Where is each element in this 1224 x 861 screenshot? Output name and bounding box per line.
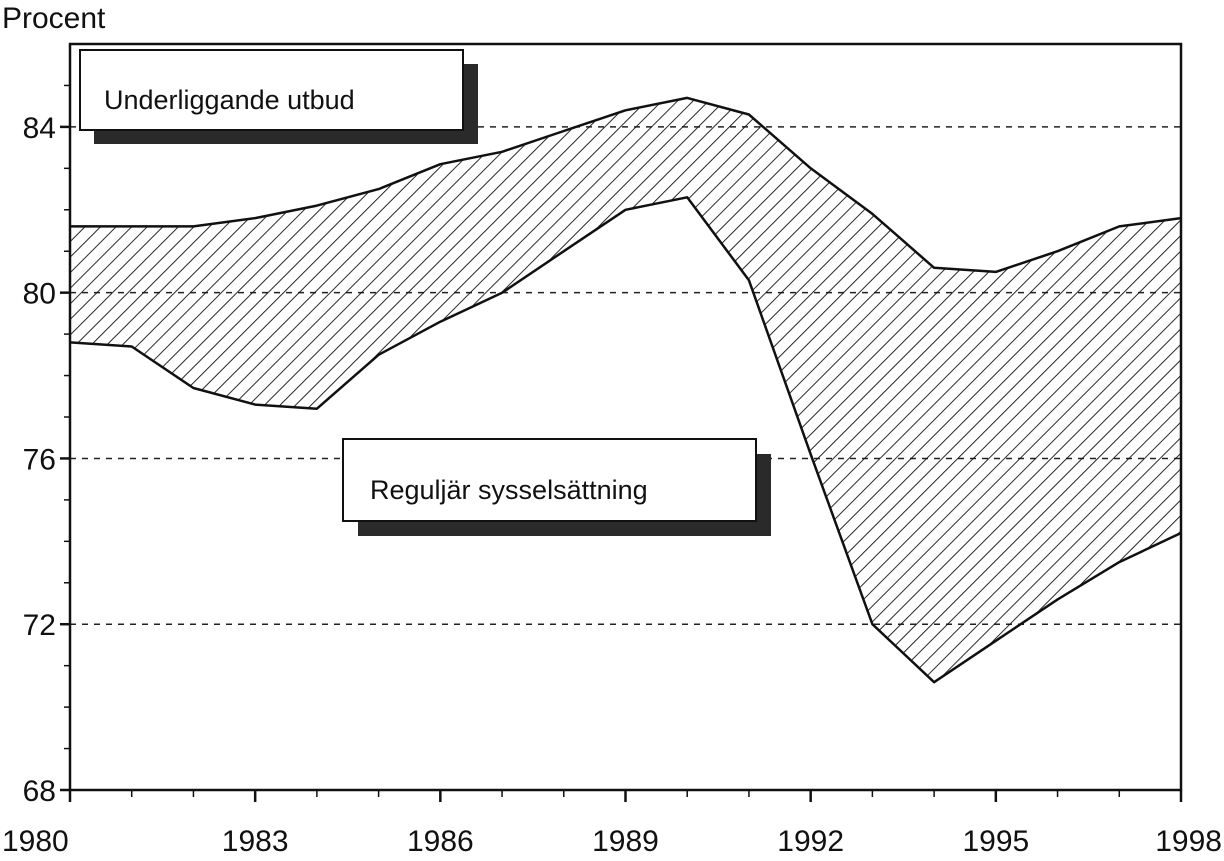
x-tick-label-1992: 1992 [777, 825, 844, 858]
x-tick-label-1980: 1980 [2, 825, 69, 858]
legend-box-underliggande-utbud: Underliggande utbud [79, 49, 478, 144]
y-tick-label-76: 76 [23, 443, 56, 476]
y-tick-label-68: 68 [23, 775, 56, 808]
x-tick-label-1986: 1986 [407, 825, 474, 858]
y-tick-label-72: 72 [23, 609, 56, 642]
axis-ticks [60, 84, 1183, 802]
legend-box-frame [342, 438, 757, 522]
x-tick-label-1983: 1983 [222, 825, 289, 858]
x-tick-label-1998: 1998 [1155, 825, 1222, 858]
y-tick-labels: 68 72 76 80 84 [23, 112, 56, 808]
y-tick-label-84: 84 [23, 112, 56, 145]
legend-box-reguljar-sysselsattning: Reguljär sysselsättning [342, 438, 771, 536]
series-line-reguljar-sysselsattning [69, 196, 1182, 684]
legend-label-underliggande-utbud: Underliggande utbud [104, 85, 355, 115]
series-lines [69, 96, 1182, 684]
y-tick-label-80: 80 [23, 278, 56, 311]
hatched-gap-band [70, 97, 1181, 683]
x-tick-labels: 1980 1983 1986 1989 1992 1995 1998 [2, 825, 1222, 858]
x-tick-label-1995: 1995 [962, 825, 1029, 858]
x-tick-label-1989: 1989 [592, 825, 659, 858]
legend-box-frame [79, 49, 464, 131]
legend-label-reguljar-sysselsattning: Reguljär sysselsättning [370, 475, 648, 505]
series-line-underliggande-utbud [70, 96, 1182, 274]
y-axis-title: Procent [2, 2, 106, 35]
gap-band-area [70, 97, 1181, 683]
